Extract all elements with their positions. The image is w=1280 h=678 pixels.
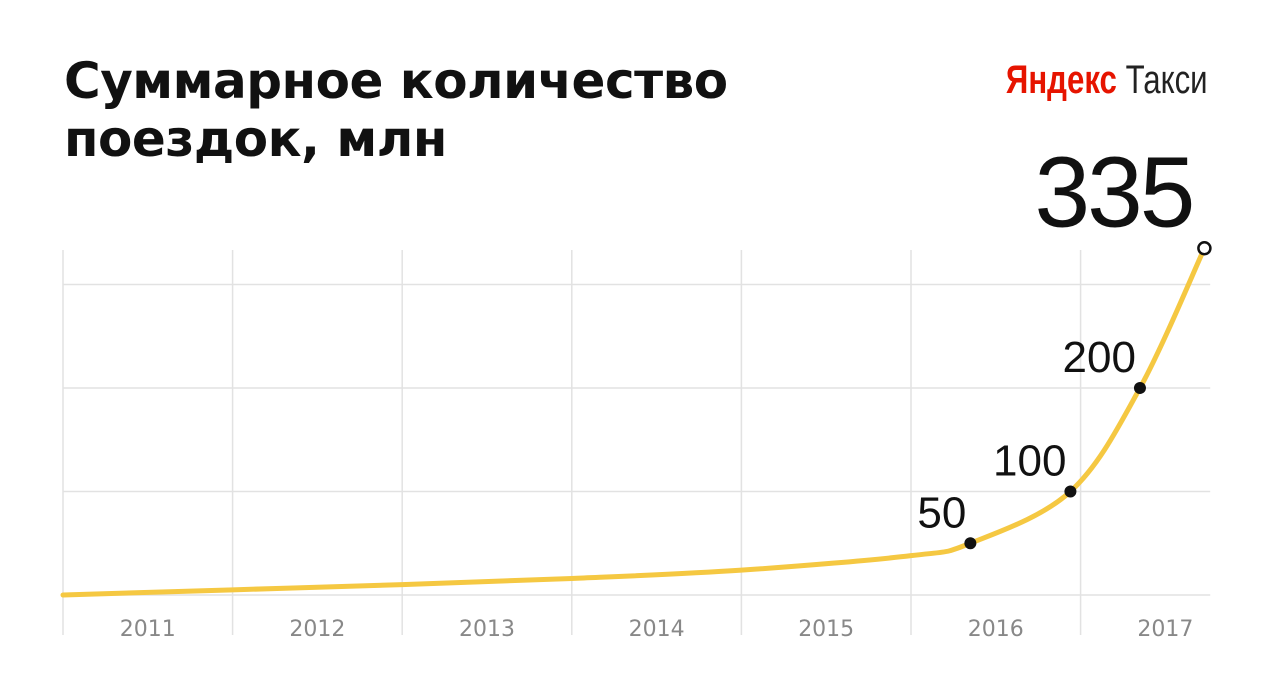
chart-title: Суммарное количество поездок, млн — [64, 52, 728, 168]
x-tick-label: 2016 — [968, 617, 1024, 642]
x-tick-label: 2014 — [629, 617, 685, 642]
point-marker — [1064, 485, 1077, 498]
x-tick-label: 2017 — [1137, 617, 1193, 642]
logo-product: Такси — [1125, 58, 1208, 102]
point-marker — [1133, 382, 1146, 394]
line — [60, 245, 1207, 598]
x-tick-label: 2011 — [120, 617, 176, 642]
logo-brand: Яндекс — [1006, 58, 1118, 102]
value-label: 200 — [1063, 333, 1136, 382]
x-tick-label: 2015 — [798, 617, 854, 642]
value-label: 100 — [993, 437, 1066, 486]
x-tick-label: 2013 — [459, 617, 515, 642]
point-marker — [1197, 241, 1212, 256]
logo: Яндекс Такси — [1006, 58, 1208, 103]
value-label: 50 — [917, 488, 966, 537]
point-marker — [964, 537, 977, 550]
value-label: 335 — [1035, 136, 1193, 248]
x-tick-label: 2012 — [289, 617, 345, 642]
